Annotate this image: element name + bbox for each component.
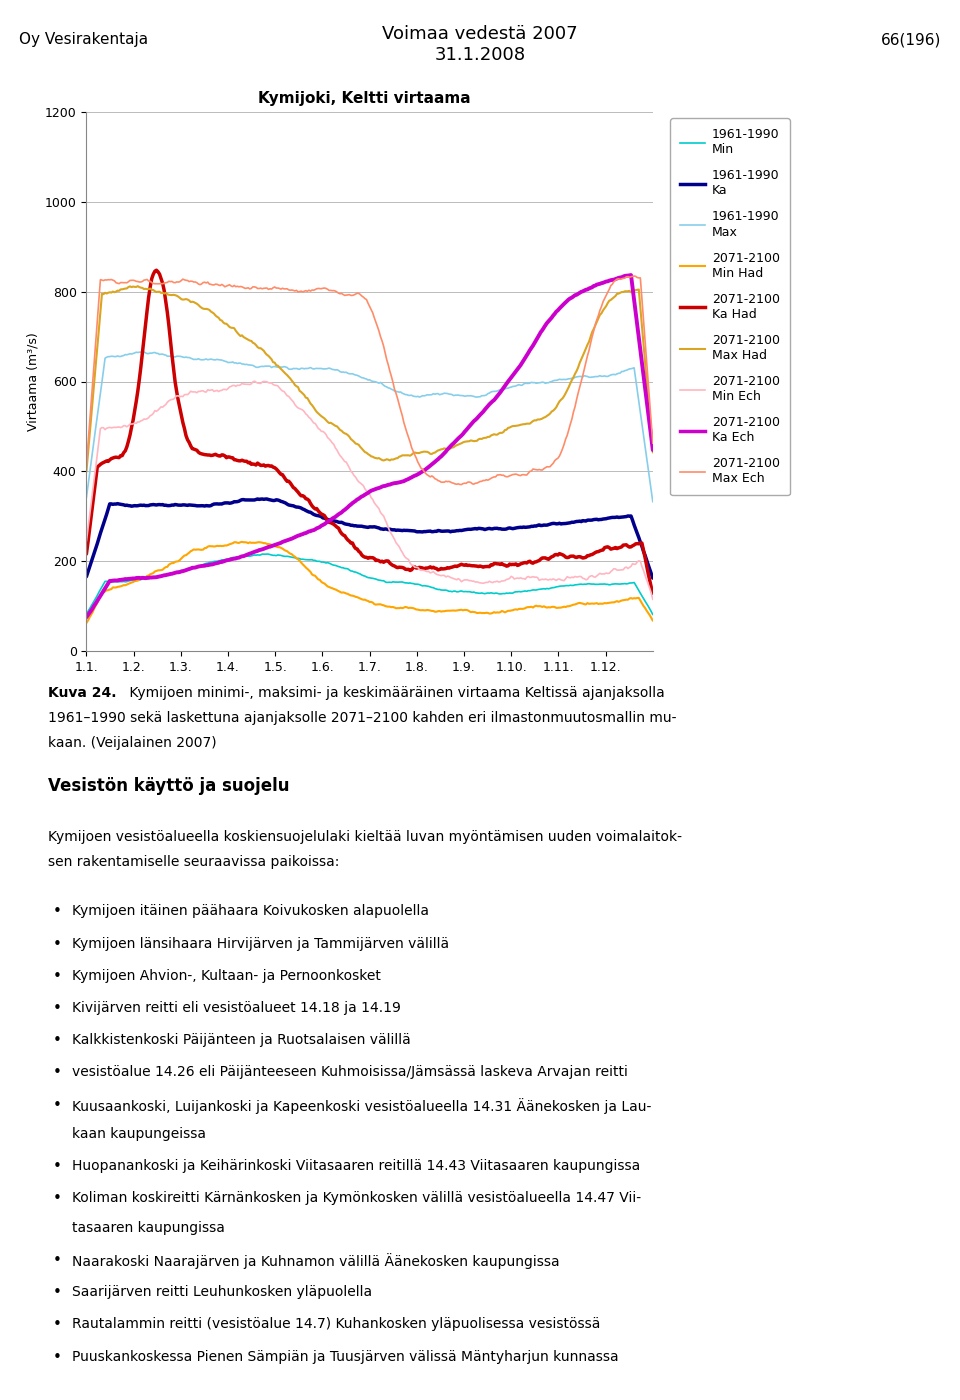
Text: •: • <box>53 1253 61 1268</box>
Text: Kymijoen itäinen päähaara Koivukosken alapuolella: Kymijoen itäinen päähaara Koivukosken al… <box>72 904 429 918</box>
Text: •: • <box>53 1065 61 1081</box>
Text: Kuva 24.: Kuva 24. <box>48 686 116 700</box>
Legend: 1961-1990
Min, 1961-1990
Ka, 1961-1990
Max, 2071-2100
Min Had, 2071-2100
Ka Had,: 1961-1990 Min, 1961-1990 Ka, 1961-1990 M… <box>670 118 790 496</box>
Y-axis label: Virtaama (m³/s): Virtaama (m³/s) <box>26 332 39 431</box>
Text: •: • <box>53 904 61 920</box>
Text: •: • <box>53 1285 61 1301</box>
Text: Voimaa vedestä 2007: Voimaa vedestä 2007 <box>382 25 578 43</box>
Text: Kymijoki, Keltti virtaama: Kymijoki, Keltti virtaama <box>258 91 471 106</box>
Text: Vesistön käyttö ja suojelu: Vesistön käyttö ja suojelu <box>48 777 290 795</box>
Text: tasaaren kaupungissa: tasaaren kaupungissa <box>72 1221 225 1235</box>
Text: Kivijärven reitti eli vesistöalueet 14.18 ja 14.19: Kivijärven reitti eli vesistöalueet 14.1… <box>72 1001 401 1015</box>
Text: Rautalammin reitti (vesistöalue 14.7) Kuhankosken yläpuolisessa vesistössä: Rautalammin reitti (vesistöalue 14.7) Ku… <box>72 1317 600 1331</box>
Text: kaan kaupungeissa: kaan kaupungeissa <box>72 1127 206 1141</box>
Text: •: • <box>53 1098 61 1113</box>
Text: Naarakoski Naarajärven ja Kuhnamon välillä Äänekosken kaupungissa: Naarakoski Naarajärven ja Kuhnamon välil… <box>72 1253 560 1268</box>
Text: Kalkkistenkoski Päijänteen ja Ruotsalaisen välillä: Kalkkistenkoski Päijänteen ja Ruotsalais… <box>72 1033 411 1047</box>
Text: •: • <box>53 1033 61 1049</box>
Text: 1961–1990 sekä laskettuna ajanjaksolle 2071–2100 kahden eri ilmastonmuutosmallin: 1961–1990 sekä laskettuna ajanjaksolle 2… <box>48 711 677 725</box>
Text: Koliman koskireitti Kärnänkosken ja Kymönkosken välillä vesistöalueella 14.47 Vi: Koliman koskireitti Kärnänkosken ja Kymö… <box>72 1191 641 1205</box>
Text: Oy Vesirakentaja: Oy Vesirakentaja <box>19 32 149 48</box>
Text: vesistöalue 14.26 eli Päijänteeseen Kuhmoisissa/Jämsässä laskeva Arvajan reitti: vesistöalue 14.26 eli Päijänteeseen Kuhm… <box>72 1065 628 1079</box>
Text: •: • <box>53 1001 61 1016</box>
Text: Huopanankoski ja Keihärinkoski Viitasaaren reitillä 14.43 Viitasaaren kaupungiss: Huopanankoski ja Keihärinkoski Viitasaar… <box>72 1159 640 1173</box>
Text: Puuskankoskessa Pienen Sämpiän ja Tuusjärven välissä Mäntyharjun kunnassa: Puuskankoskessa Pienen Sämpiän ja Tuusjä… <box>72 1350 618 1364</box>
Text: 66(196): 66(196) <box>880 32 941 48</box>
Text: Kymijoen länsihaara Hirvijärven ja Tammijärven välillä: Kymijoen länsihaara Hirvijärven ja Tammi… <box>72 937 449 951</box>
Text: Saarijärven reitti Leuhunkosken yläpuolella: Saarijärven reitti Leuhunkosken yläpuole… <box>72 1285 372 1299</box>
Text: kaan. (Veijalainen 2007): kaan. (Veijalainen 2007) <box>48 736 217 750</box>
Text: •: • <box>53 1350 61 1365</box>
Text: •: • <box>53 1191 61 1207</box>
Text: Kymijoen minimi-, maksimi- ja keskimääräinen virtaama Keltissä ajanjaksolla: Kymijoen minimi-, maksimi- ja keskimäärä… <box>125 686 664 700</box>
Text: Kymijoen Ahvion-, Kultaan- ja Pernoonkosket: Kymijoen Ahvion-, Kultaan- ja Pernoonkos… <box>72 969 381 983</box>
Text: •: • <box>53 937 61 952</box>
Text: 31.1.2008: 31.1.2008 <box>435 46 525 64</box>
Text: Kuusaankoski, Luijankoski ja Kapeenkoski vesistöalueella 14.31 Äänekosken ja Lau: Kuusaankoski, Luijankoski ja Kapeenkoski… <box>72 1098 652 1113</box>
Text: •: • <box>53 969 61 984</box>
Text: sen rakentamiselle seuraavissa paikoissa:: sen rakentamiselle seuraavissa paikoissa… <box>48 855 340 869</box>
Text: •: • <box>53 1317 61 1333</box>
Text: •: • <box>53 1159 61 1175</box>
Text: Kymijoen vesistöalueella koskiensuojelulaki kieltää luvan myöntämisen uuden voim: Kymijoen vesistöalueella koskiensuojelul… <box>48 830 682 844</box>
